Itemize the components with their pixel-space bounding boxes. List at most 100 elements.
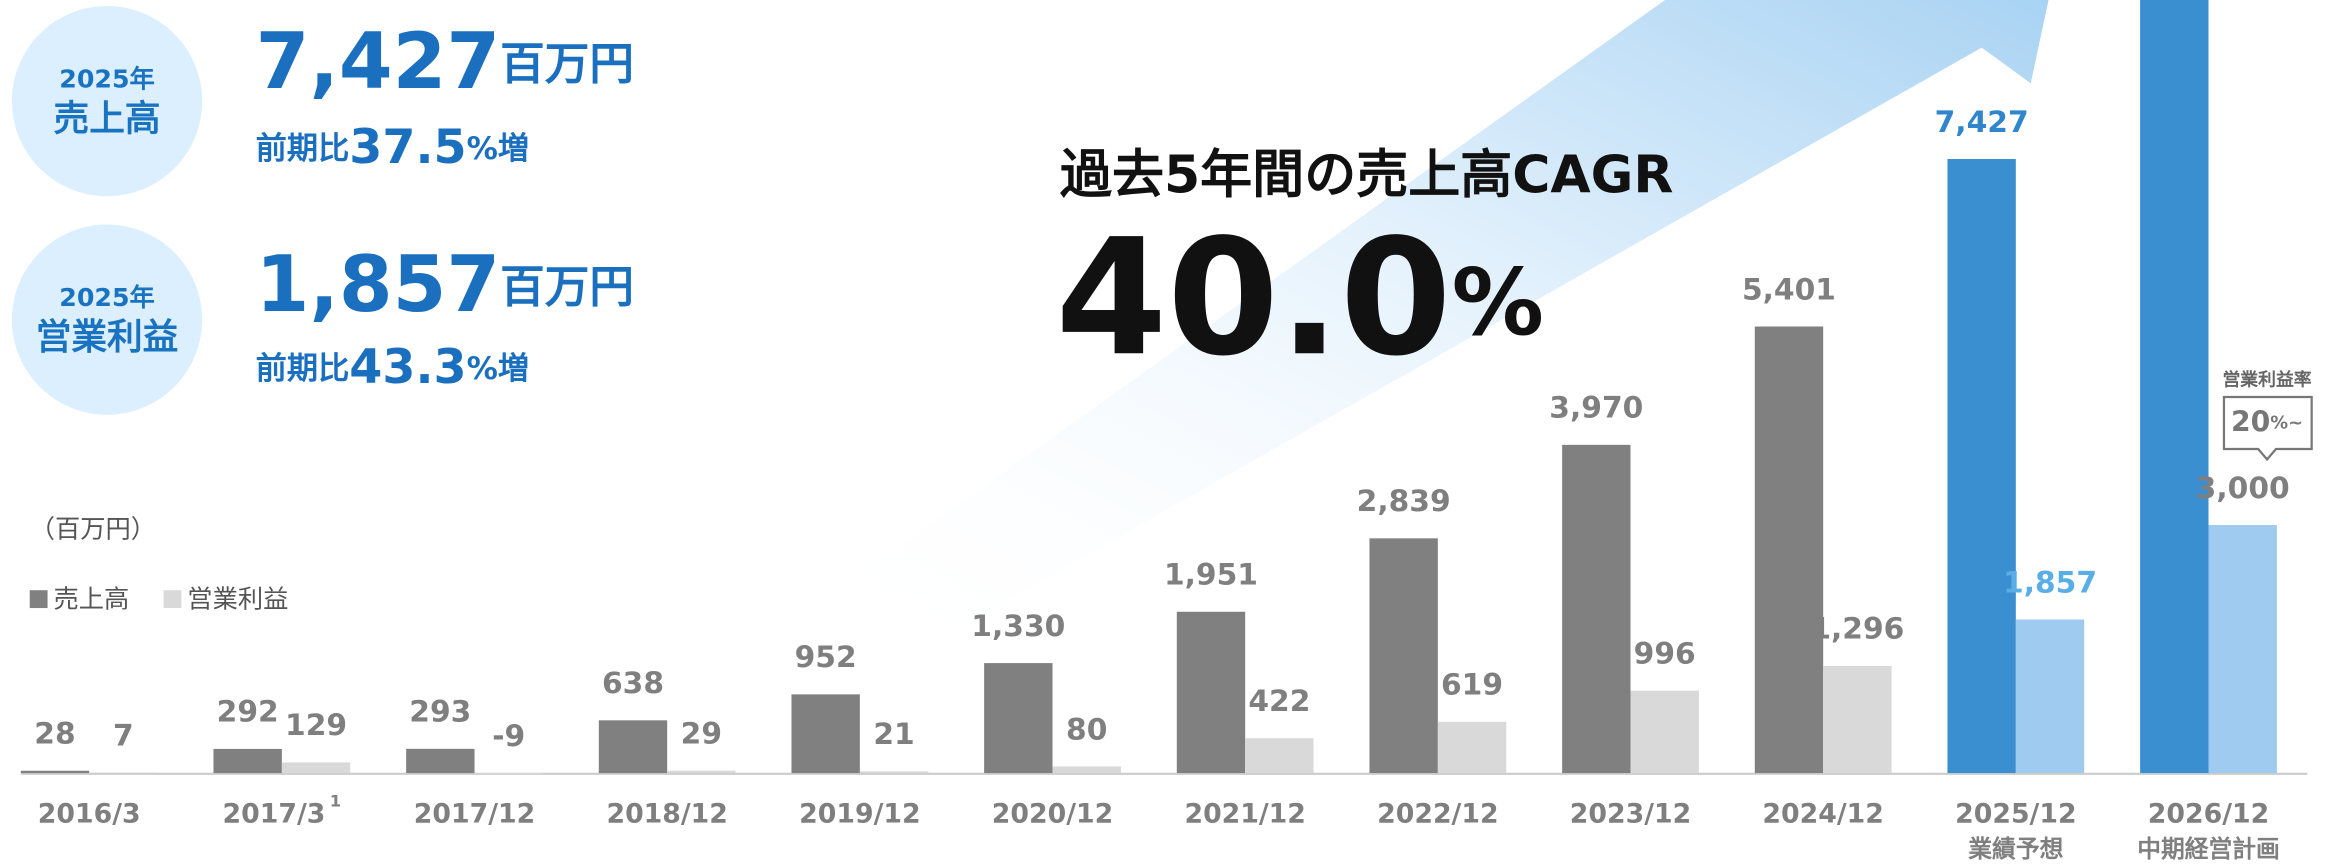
x-tick-label: 2019/12 <box>799 798 920 829</box>
value-label: 2,839 <box>1357 484 1451 519</box>
bar <box>984 663 1053 774</box>
kpi-unit: 百万円 <box>500 261 634 313</box>
x-tick-label: 2023/12 <box>1570 798 1691 829</box>
bar <box>1947 159 2016 774</box>
kpi-change: 前期比37.5%増 <box>256 120 529 175</box>
cagr-value: 40.0% <box>1055 204 1543 391</box>
legend-swatch <box>163 590 182 609</box>
value-label: -9 <box>492 719 525 754</box>
x-tick-label: 2016/3 <box>38 798 141 829</box>
category-name: 2020/12 <box>992 798 1113 829</box>
legend-label: 営業利益 <box>187 585 288 614</box>
value-label: 21 <box>873 717 914 752</box>
x-tick-label: 2021/12 <box>1184 798 1305 829</box>
bar <box>1369 538 1438 774</box>
bar <box>1754 326 1824 774</box>
callout-unit: %~ <box>2270 413 2303 434</box>
callout-box <box>2222 395 2313 462</box>
x-tick-label: 2024/12 <box>1762 798 1883 829</box>
bar <box>2140 0 2209 774</box>
bar <box>859 771 929 774</box>
bar <box>1052 766 1121 774</box>
value-label: 293 <box>409 695 471 730</box>
value-label: 638 <box>602 666 664 701</box>
kpi-change-value: 37.5 <box>349 120 466 175</box>
value-label: 1,951 <box>1164 558 1258 593</box>
bar <box>791 694 860 774</box>
value-label: 129 <box>285 708 347 743</box>
bar <box>667 770 736 774</box>
x-tick-sublabel: 業績予想 <box>1968 835 2063 863</box>
bar <box>406 748 475 774</box>
cagr-title: 過去5年間の売上高CAGR <box>1060 145 1674 205</box>
kpi-unit: 百万円 <box>500 38 634 90</box>
bar <box>89 772 158 774</box>
category-name: 2021/12 <box>1184 798 1305 829</box>
bar <box>213 748 282 774</box>
kpi-circle-main: 売上高 <box>54 98 161 139</box>
kpi-number: 1,857 <box>256 240 500 330</box>
category-name: 2022/12 <box>1377 798 1498 829</box>
value-label: 5,401 <box>1742 272 1836 307</box>
kpi-circle-main: 営業利益 <box>36 317 179 358</box>
bar <box>1245 738 1314 774</box>
x-tick-label: 2018/12 <box>606 798 727 829</box>
value-label: 29 <box>681 716 722 751</box>
legend-swatch <box>29 590 48 609</box>
callout-title: 営業利益率 <box>2222 369 2311 391</box>
kpi-circle <box>11 5 203 197</box>
x-tick-label: 2020/12 <box>992 798 1113 829</box>
kpi-prefix: 前期比 <box>256 351 350 387</box>
unit-label: （百万円） <box>30 515 156 544</box>
bar <box>1630 690 1699 774</box>
x-tick-label: 2017/12 <box>414 798 535 829</box>
value-label: 996 <box>1634 637 1696 672</box>
kpi-value: 7,427百万円 <box>256 17 634 107</box>
cagr-number: 40.0 <box>1055 204 1451 391</box>
growth-arrow <box>832 0 2049 632</box>
bar <box>598 720 668 774</box>
bar <box>1437 721 1507 774</box>
kpi-value: 1,857百万円 <box>256 240 634 330</box>
value-label: 1,330 <box>971 609 1065 644</box>
value-label: 952 <box>795 640 857 675</box>
kpi-circle <box>11 224 203 415</box>
kpi-circle-top: 2025年 <box>59 283 155 312</box>
kpi-prefix: 前期比 <box>256 131 350 167</box>
value-label: 3,970 <box>1549 391 1643 426</box>
x-tick-label: 2025/12 <box>1955 798 2076 829</box>
category-name: 2017/12 <box>414 798 535 829</box>
bar <box>2208 525 2277 774</box>
category-name: 2025/12 <box>1955 798 2076 829</box>
kpi-suffix: %増 <box>467 351 529 387</box>
bar <box>20 770 90 774</box>
kpi-change: 前期比43.3%増 <box>256 340 529 395</box>
x-tick-label: 2026/12 <box>2148 798 2269 829</box>
category-footnote: 1 <box>330 791 341 810</box>
kpi-suffix: %増 <box>467 131 529 167</box>
value-label: 80 <box>1066 712 1107 747</box>
legend-label: 売上高 <box>54 585 130 614</box>
value-label: 292 <box>217 695 279 730</box>
callout-value: 20%~ <box>2231 406 2303 439</box>
bar <box>474 773 543 774</box>
x-tick-label: 2022/12 <box>1377 798 1498 829</box>
x-tick-sublabel: 中期経営計画 <box>2137 835 2280 863</box>
value-label: 422 <box>1248 684 1310 719</box>
bar <box>1176 611 1246 774</box>
x-tick-label: 2017/3 1 <box>223 791 342 829</box>
value-label: 7,427 <box>1935 105 2029 140</box>
kpi-circle-top: 2025年 <box>59 64 155 93</box>
value-label: 1,296 <box>1810 612 1904 647</box>
bar <box>1823 665 1892 774</box>
category-name: 2016/3 <box>38 798 141 829</box>
bar <box>1562 444 1631 774</box>
category-name: 2019/12 <box>799 798 920 829</box>
callout-number: 20 <box>2231 406 2270 439</box>
value-label: 7 <box>113 718 134 753</box>
bar <box>2015 619 2085 774</box>
value-label: 3,000 <box>2196 471 2290 506</box>
category-name: 2017/3 <box>223 798 326 829</box>
